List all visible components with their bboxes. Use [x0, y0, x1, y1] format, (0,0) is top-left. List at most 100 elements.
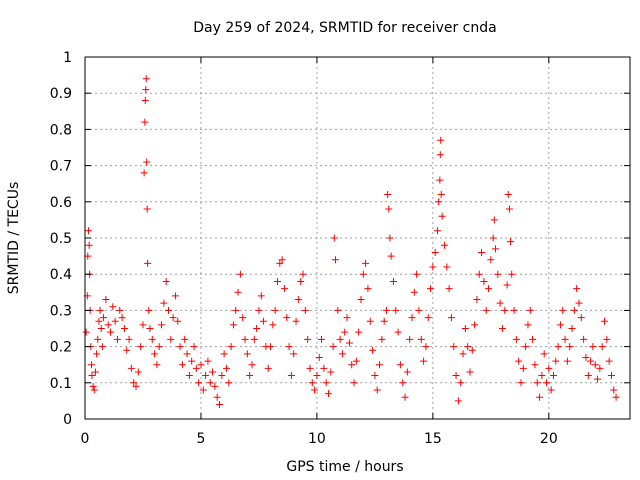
- data-point-marker: [153, 361, 161, 369]
- data-point-marker: [505, 205, 513, 213]
- data-point-marker: [280, 285, 288, 293]
- data-point-marker: [104, 321, 112, 329]
- data-point-marker: [145, 306, 153, 314]
- data-point-marker: [142, 86, 150, 94]
- data-point-marker: [243, 350, 251, 358]
- data-point-marker: [491, 245, 499, 253]
- data-point-marker: [440, 241, 448, 249]
- data-point-marker: [436, 176, 444, 184]
- data-point-marker: [260, 317, 268, 325]
- data-point-marker: [566, 343, 574, 351]
- data-point-marker: [364, 285, 372, 293]
- data-markers: [82, 75, 620, 409]
- y-tick-label: 0.8: [50, 122, 72, 138]
- data-point-marker: [139, 321, 147, 329]
- data-point-marker: [524, 321, 532, 329]
- data-point-marker: [87, 361, 95, 369]
- data-point-marker: [250, 335, 258, 343]
- data-point-marker: [540, 350, 548, 358]
- y-tick-labels: 0 0.1 0.2 0.3 0.4 0.5 0.6 0.7 0.8 0.9 1: [50, 50, 72, 428]
- data-point-marker: [327, 368, 335, 376]
- data-point-marker: [475, 270, 483, 278]
- data-point-marker: [489, 234, 497, 242]
- data-point-marker: [290, 350, 298, 358]
- data-point-marker: [570, 306, 578, 314]
- data-point-marker: [531, 361, 539, 369]
- data-point-marker: [563, 357, 571, 365]
- data-point-marker: [575, 299, 583, 307]
- data-point-marker: [301, 306, 309, 314]
- data-point-marker: [276, 259, 284, 267]
- data-point-marker: [192, 364, 200, 372]
- data-point-marker: [436, 151, 444, 159]
- data-point-marker: [510, 306, 518, 314]
- data-point-marker: [213, 393, 221, 401]
- data-point-marker: [345, 339, 353, 347]
- data-point-marker: [142, 75, 150, 83]
- data-point-marker: [308, 379, 316, 387]
- data-point-marker: [116, 306, 124, 314]
- data-point-marker: [552, 357, 560, 365]
- data-point-marker: [134, 368, 142, 376]
- data-point-marker: [269, 321, 277, 329]
- data-point-marker: [348, 361, 356, 369]
- data-point-marker: [143, 158, 151, 166]
- data-point-marker: [487, 256, 495, 264]
- data-point-marker: [508, 270, 516, 278]
- data-point-marker: [473, 296, 481, 304]
- data-point-marker: [435, 198, 443, 206]
- data-point-marker: [143, 205, 151, 213]
- data-point-marker: [241, 335, 249, 343]
- y-tick-label: 0.1: [50, 376, 72, 392]
- data-point-marker: [113, 335, 121, 343]
- data-point-marker: [594, 375, 602, 383]
- data-point-marker: [408, 314, 416, 322]
- data-point-marker: [607, 372, 615, 380]
- data-point-marker: [420, 357, 428, 365]
- data-point-marker: [556, 321, 564, 329]
- data-point-marker: [283, 314, 291, 322]
- data-point-marker: [438, 212, 446, 220]
- data-point-marker: [429, 263, 437, 271]
- data-point-marker: [202, 372, 210, 380]
- data-point-marker: [496, 299, 504, 307]
- data-point-marker: [466, 368, 474, 376]
- data-point-marker: [239, 314, 247, 322]
- data-point-marker: [494, 270, 502, 278]
- data-point-marker: [459, 350, 467, 358]
- data-point-marker: [369, 346, 377, 354]
- x-tick-label: 0: [81, 431, 90, 447]
- data-point-marker: [334, 306, 342, 314]
- data-point-marker: [547, 386, 555, 394]
- data-point-marker: [218, 372, 226, 380]
- data-point-marker: [107, 328, 115, 336]
- grid-lines: [85, 57, 630, 419]
- data-point-marker: [109, 303, 117, 311]
- x-tick-label: 10: [308, 431, 326, 447]
- data-point-marker: [389, 277, 397, 285]
- data-point-marker: [587, 357, 595, 365]
- data-point-marker: [100, 314, 108, 322]
- data-point-marker: [445, 285, 453, 293]
- data-point-marker: [478, 248, 486, 256]
- x-tick-labels: 0 5 10 15 20: [81, 431, 558, 447]
- data-point-marker: [167, 335, 175, 343]
- data-point-marker: [543, 379, 551, 387]
- data-point-marker: [197, 361, 205, 369]
- data-point-marker: [94, 335, 102, 343]
- data-point-marker: [264, 364, 272, 372]
- data-point-marker: [589, 343, 597, 351]
- data-point-marker: [140, 169, 148, 177]
- data-point-marker: [178, 361, 186, 369]
- data-point-marker: [350, 379, 358, 387]
- data-point-marker: [102, 296, 110, 304]
- data-point-marker: [299, 270, 307, 278]
- data-point-marker: [144, 259, 152, 267]
- data-point-marker: [185, 372, 193, 380]
- data-point-marker: [561, 335, 569, 343]
- data-point-marker: [253, 325, 261, 332]
- data-point-marker: [480, 277, 488, 285]
- data-point-marker: [504, 191, 512, 199]
- data-point-marker: [89, 382, 97, 390]
- data-point-marker: [91, 368, 99, 376]
